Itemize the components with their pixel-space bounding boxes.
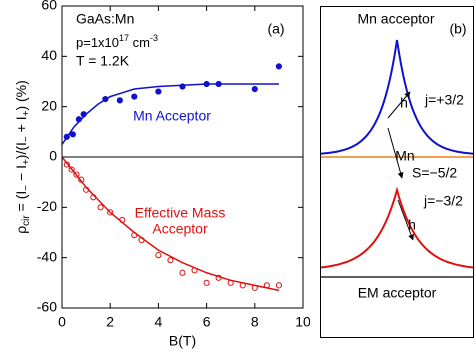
data-point [116,97,123,104]
data-point [263,282,270,289]
annotation: Acceptor [152,221,208,237]
y-axis-label-part: − I [13,165,29,185]
data-point [75,116,82,123]
data-point [179,83,186,90]
j-label: j=−3/2 [423,193,463,209]
data-point [239,282,246,289]
y-tick-label: 60 [41,0,57,13]
data-point [63,133,70,140]
y-axis-label-part: cir [21,215,32,226]
y-tick-label: 20 [41,97,57,113]
info-text: p=1x1017 cm-3 [76,33,158,50]
data-point [119,216,126,224]
data-point [251,284,258,291]
x-tick-label: 8 [251,314,259,330]
y-axis-label: ρcir = (I− − I+)/(I− + I+) (%) [13,80,32,234]
data-point [131,231,138,239]
panel-label: (a) [267,21,284,37]
data-point [203,279,210,286]
y-axis-label-part: + [21,110,32,116]
data-point [203,80,210,88]
info-text-part: -3 [150,33,158,43]
info-text-part: p=1x10 [76,35,119,50]
y-tick-label: -20 [37,198,57,214]
x-axis-label: B(T) [169,333,196,349]
panel-label: (b) [449,21,466,37]
data-point [83,186,90,193]
data-point [107,209,114,216]
data-point [73,171,80,178]
x-tick-label: 10 [295,314,311,330]
y-axis-label-part: ρ [13,226,29,234]
lower-level-curve [320,186,474,269]
hole-arrow [397,199,414,241]
panel-title: EM acceptor [358,285,437,301]
x-tick-label: 4 [155,314,163,330]
data-point [78,176,85,183]
y-axis-label-part: + I [13,116,29,136]
y-axis-label-part: + [21,159,32,165]
data-point [215,80,222,88]
j-label: j=+3/2 [424,92,464,108]
y-tick-label: 0 [49,148,57,164]
y-axis-label-part: )/(I [13,142,29,159]
hole-arrow [387,91,411,119]
fit-line [61,156,280,292]
data-point [215,274,222,281]
panel-title: Mn acceptor [357,11,434,27]
upper-level-curve [320,39,474,155]
x-tick-label: 2 [106,314,114,330]
y-axis-label-part: − [21,185,32,191]
data-point [131,93,138,100]
x-tick-label: 0 [58,314,66,330]
y-tick-label: -60 [37,299,57,315]
y-axis-label-part: = (I [13,191,29,216]
y-axis-label-part: ) (%) [13,80,29,110]
data-point [191,267,198,274]
hole-label: h [400,95,408,111]
data-point [69,131,76,138]
data-point [251,85,258,93]
panel-b: Mn acceptor (b) h j=+3/2 Mn S=−5/2 j=−3/… [320,6,474,338]
data-point [179,269,186,276]
spin-arrow [387,127,404,179]
data-point [80,111,87,118]
y-tick-label: 40 [41,47,57,63]
x-tick-label: 6 [203,314,211,330]
data-point [155,88,162,95]
plot-frame [61,5,304,309]
info-text-part: cm [129,35,150,50]
info-text: GaAs:Mn [76,11,134,27]
data-point [138,236,145,244]
annotation: Mn Acceptor [133,108,211,124]
annotation: Effective Mass [135,205,226,221]
data-point [227,279,234,286]
mn-label: Mn [395,148,414,164]
data-point [63,161,70,168]
data-point [97,204,104,211]
data-point [167,257,174,264]
y-tick-label: -40 [37,248,57,264]
data-point [155,252,162,259]
hole-label: h [408,217,416,233]
info-text: T = 1.2K [76,53,130,69]
data-point [275,63,282,70]
spin-label: S=−5/2 [412,165,457,181]
data-point [275,282,282,289]
panel-b-frame [320,6,474,338]
data-point [68,166,75,173]
info-text-part: 17 [119,33,129,43]
y-axis-label-part: − [21,136,32,142]
data-point [102,96,109,103]
data-point [90,194,97,201]
